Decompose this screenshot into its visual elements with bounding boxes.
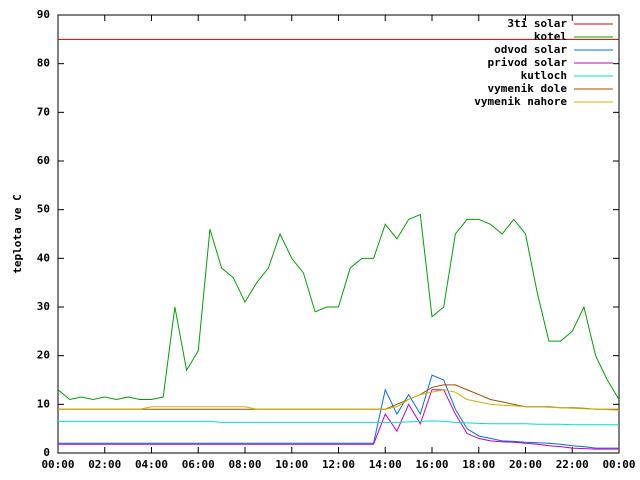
- y-tick-label: 50: [37, 203, 50, 216]
- y-tick-label: 10: [37, 397, 50, 410]
- x-tick-label: 20:00: [509, 458, 542, 471]
- y-tick-label: 80: [37, 57, 50, 70]
- x-tick-label: 16:00: [415, 458, 448, 471]
- x-tick-label: 12:00: [322, 458, 355, 471]
- series-line: [58, 420, 619, 426]
- x-tick-label: 10:00: [275, 458, 308, 471]
- y-axis-label: teplota ve C: [11, 194, 24, 273]
- y-tick-label: 70: [37, 105, 50, 118]
- x-tick-label: 18:00: [462, 458, 495, 471]
- series-line: [58, 389, 620, 411]
- x-tick-label: 04:00: [135, 458, 168, 471]
- legend-label: odvod solar: [494, 43, 567, 56]
- legend-label: 3ti solar: [507, 17, 567, 30]
- legend-label: vymenik dole: [488, 82, 568, 95]
- x-tick-label: 00:00: [41, 458, 74, 471]
- x-tick-label: 08:00: [228, 458, 261, 471]
- legend-label: vymenik nahore: [474, 95, 567, 108]
- x-tick-label: 14:00: [369, 458, 402, 471]
- y-tick-label: 90: [37, 8, 50, 21]
- x-tick-label: 06:00: [182, 458, 215, 471]
- y-tick-label: 20: [37, 349, 50, 362]
- x-tick-label: 00:00: [602, 458, 635, 471]
- y-tick-label: 0: [43, 446, 50, 459]
- y-tick-label: 30: [37, 300, 50, 313]
- y-tick-label: 40: [37, 251, 50, 264]
- x-tick-label: 02:00: [88, 458, 121, 471]
- series-line: [58, 374, 619, 449]
- x-tick-label: 22:00: [556, 458, 589, 471]
- series-line: [58, 389, 619, 450]
- legend-label: privod solar: [488, 56, 568, 69]
- series-line: [57, 213, 620, 401]
- legend-label: kotel: [534, 30, 567, 43]
- y-tick-label: 60: [37, 154, 50, 167]
- legend-label: kutloch: [521, 69, 567, 82]
